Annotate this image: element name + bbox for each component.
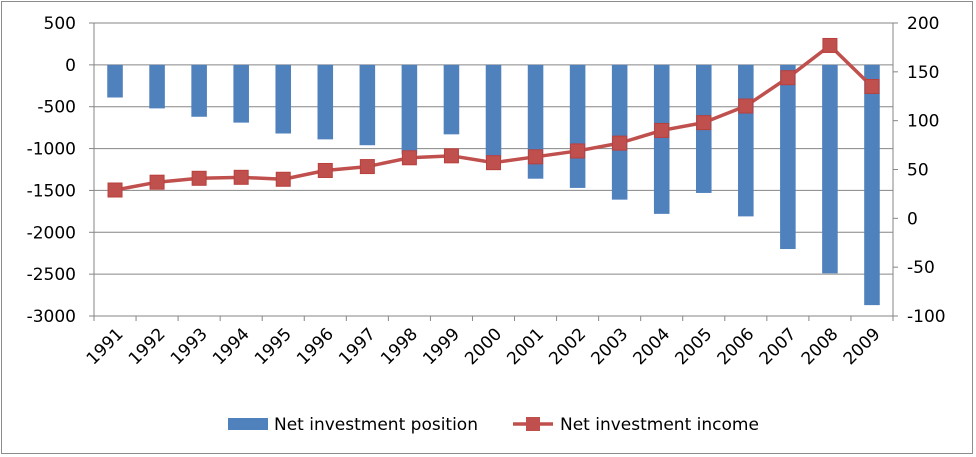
left-tick-label: -3000 (27, 307, 76, 327)
line-point (738, 98, 754, 114)
right-tick-label: -50 (907, 258, 935, 278)
bar (653, 64, 670, 214)
x-tick-label: 2008 (798, 324, 843, 369)
line-point (654, 122, 670, 138)
bar (107, 64, 123, 98)
x-tick-label: 2003 (587, 324, 632, 369)
x-tick-label: 2002 (545, 324, 590, 369)
right-tick-label: 150 (907, 63, 939, 83)
x-tick-label: 2001 (503, 324, 548, 369)
bar (317, 64, 334, 140)
x-tick-label: 1994 (209, 324, 254, 369)
line-point (612, 135, 628, 151)
left-tick-label: -2500 (27, 265, 76, 285)
left-tick-label: 500 (44, 14, 76, 34)
line-point (822, 37, 838, 53)
bar-series (107, 64, 880, 306)
line-point (359, 159, 375, 175)
line-point (528, 149, 544, 165)
right-tick-label: -100 (907, 307, 946, 327)
bar (822, 64, 838, 274)
x-tick-label: 1998 (377, 324, 422, 369)
left-tick-label: -1000 (27, 140, 76, 160)
legend-swatch-position (228, 418, 268, 430)
line-point (233, 169, 249, 185)
bar (275, 64, 292, 134)
line-series (107, 37, 880, 198)
legend-label-position: Net investment position (274, 415, 478, 435)
x-tick-label: 2006 (714, 324, 759, 369)
x-tick-label: 2009 (840, 324, 885, 369)
line-point (317, 162, 333, 178)
axes (89, 22, 898, 321)
x-tick-label: 1997 (335, 324, 380, 369)
bar (780, 64, 796, 250)
right-tick-label: 50 (907, 161, 929, 181)
bar (864, 64, 880, 306)
x-tick-label: 1993 (167, 324, 212, 369)
bar (611, 64, 628, 200)
right-tick-label: 200 (907, 14, 939, 34)
left-tick-label: -500 (37, 98, 76, 118)
left-tick-label: 0 (65, 56, 76, 76)
line-point (696, 115, 712, 131)
bar (149, 64, 165, 109)
legend-label-income: Net investment income (560, 415, 759, 435)
line-point (780, 70, 796, 86)
x-tick-label: 2004 (630, 324, 675, 369)
x-tick-label: 1999 (419, 324, 464, 369)
bar (443, 64, 460, 135)
line-point (864, 78, 880, 94)
left-tick-label: -2000 (27, 223, 76, 243)
bar (485, 64, 502, 159)
line-point (191, 170, 207, 186)
right-tick-label: 100 (907, 112, 939, 132)
line-point (570, 143, 586, 159)
line-point (486, 155, 501, 171)
right-tick-label: 0 (907, 209, 918, 229)
x-tick-label: 1992 (125, 324, 170, 369)
line-point (401, 150, 417, 166)
x-tick-label: 2000 (461, 324, 506, 369)
left-tick-label: -1500 (27, 181, 76, 201)
bar (359, 64, 376, 146)
line-point (149, 174, 165, 190)
x-tick-label: 2007 (756, 324, 801, 369)
legend-swatch-income-marker (526, 417, 540, 431)
line-point (275, 171, 291, 187)
x-tick-label: 1991 (83, 324, 128, 369)
bar (569, 64, 586, 188)
legend: Net investment position Net investment in… (228, 415, 759, 435)
bar (738, 64, 754, 217)
x-tick-label: 1995 (251, 324, 296, 369)
x-tick-label: 2005 (672, 324, 717, 369)
line-point (107, 182, 123, 198)
bar (191, 64, 207, 117)
line-point (443, 148, 459, 164)
bar (401, 64, 418, 155)
gridlines (94, 22, 893, 317)
x-tick-label: 1996 (293, 324, 338, 369)
bar (233, 64, 249, 123)
